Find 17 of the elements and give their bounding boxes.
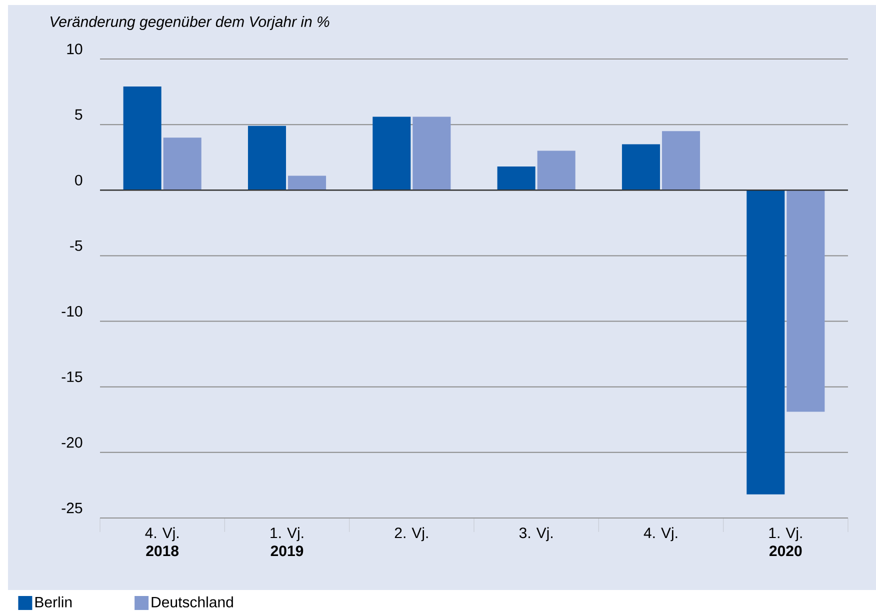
y-tick-label: -10: [62, 306, 82, 317]
y-tick-label: 10: [67, 44, 82, 54]
legend-label: Berlin: [35, 596, 72, 608]
y-tick-label: 0: [75, 174, 82, 186]
legend-label: Deutschland: [152, 596, 233, 608]
y-tick-label: -25: [62, 502, 82, 514]
y-tick-label: -5: [70, 240, 82, 251]
y-tick-label: -15: [62, 372, 82, 382]
y-tick-label: 5: [75, 109, 82, 120]
x-tick-label: 4. Vj.: [644, 527, 678, 542]
x-tick-label: 2. Vj.: [394, 527, 428, 542]
x-tick-label: 1. Vj. 2020: [769, 527, 802, 556]
y-axis-title: Veränderung gegenüber dem Vorjahr in %: [50, 16, 330, 30]
x-tick-label: 4. Vj. 2018: [145, 527, 179, 556]
y-tick-label: -20: [62, 437, 82, 448]
x-tick-label: 1. Vj. 2019: [270, 527, 304, 556]
x-tick-label: 3. Vj.: [519, 527, 552, 542]
